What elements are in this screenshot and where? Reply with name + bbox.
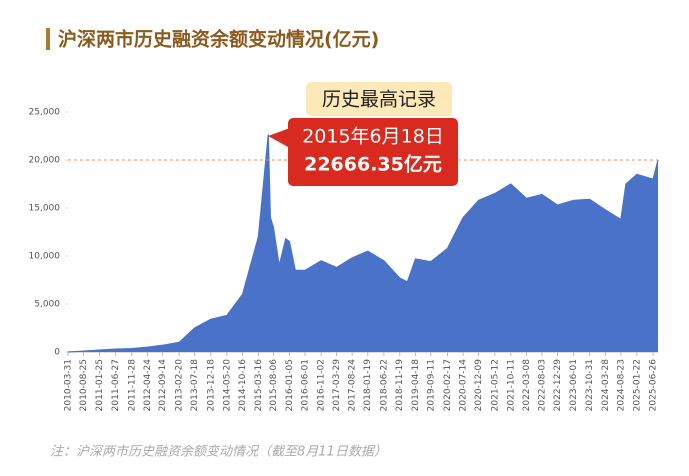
x-tick-label: 2019-09-11	[426, 359, 436, 411]
footnote: 注：沪深两市历史融资余额变动情况（截至8月11日数据）	[50, 444, 387, 460]
x-tick-label: 2012-09-14	[158, 359, 168, 412]
x-tick-label: 2020-07-14	[459, 359, 469, 412]
annotation-box	[288, 118, 458, 186]
y-tick-label: 10,000	[29, 252, 61, 262]
x-tick-label: 2025-06-26	[649, 359, 659, 412]
area-line	[67, 134, 659, 353]
title-bar	[46, 28, 50, 50]
x-tick-label: 2018-11-19	[395, 359, 405, 412]
x-tick-label: 2021-05-12	[490, 359, 500, 411]
x-tick-label: 2018-01-19	[363, 359, 373, 412]
annotation-pointer	[268, 128, 290, 148]
x-tick-label: 2020-12-09	[474, 359, 484, 412]
x-tick-label: 2013-02-20	[175, 359, 185, 412]
annotation-box	[306, 82, 452, 116]
x-tick-label: 2019-04-18	[411, 359, 421, 412]
x-tick-label: 2014-05-20	[222, 359, 232, 412]
x-tick-label: 2024-08-23	[616, 359, 626, 411]
y-tick-label: 5,000	[34, 300, 60, 310]
x-tick-label: 2010-03-31	[64, 359, 74, 411]
x-tick-label: 2023-06-01	[569, 359, 579, 411]
y-tick-label: 25,000	[29, 108, 61, 118]
x-tick-label: 2013-07-18	[190, 359, 200, 412]
x-tick-label: 2011-06-27	[111, 359, 121, 411]
x-tick-label: 2018-06-22	[379, 359, 389, 411]
x-tick-label: 2024-03-28	[601, 359, 611, 412]
annotation: 历史最高记录	[322, 89, 436, 111]
x-tick-label: 2022-03-08	[522, 359, 532, 412]
x-tick-label: 2022-12-29	[553, 359, 563, 412]
annotation: 22666.35亿元	[304, 153, 442, 176]
x-tick-label: 2011-01-25	[95, 359, 105, 411]
x-tick-label: 2022-08-03	[537, 359, 547, 411]
x-tick-label: 2015-03-16	[254, 359, 264, 412]
y-tick-label: 20,000	[29, 156, 61, 166]
x-tick-label: 2012-04-24	[143, 359, 153, 412]
x-tick-label: 2021-10-11	[506, 359, 516, 411]
x-tick-label: 2016-06-01	[300, 359, 310, 411]
x-tick-label: 2017-03-29	[332, 359, 342, 412]
area-fill	[68, 134, 658, 352]
annotation: 2015年6月18日	[302, 126, 444, 148]
x-tick-label: 2017-08-24	[348, 359, 358, 412]
x-tick-label: 2020-02-17	[443, 359, 453, 411]
x-tick-label: 2014-10-16	[238, 359, 248, 412]
x-tick-label: 2010-08-25	[79, 359, 89, 411]
x-tick-label: 2025-01-22	[632, 359, 642, 411]
x-tick-label: 2015-08-06	[269, 359, 279, 412]
x-tick-label: 2016-01-05	[285, 359, 295, 411]
x-tick-label: 2011-11-28	[127, 359, 137, 412]
x-tick-label: 2013-12-18	[206, 359, 216, 412]
chart-title: 沪深两市历史融资余额变动情况(亿元)	[58, 28, 379, 51]
y-tick-label: 0	[54, 348, 60, 358]
x-tick-label: 2016-11-02	[317, 359, 327, 411]
x-tick-label: 2023-10-31	[585, 359, 595, 411]
y-tick-label: 15,000	[29, 204, 61, 214]
